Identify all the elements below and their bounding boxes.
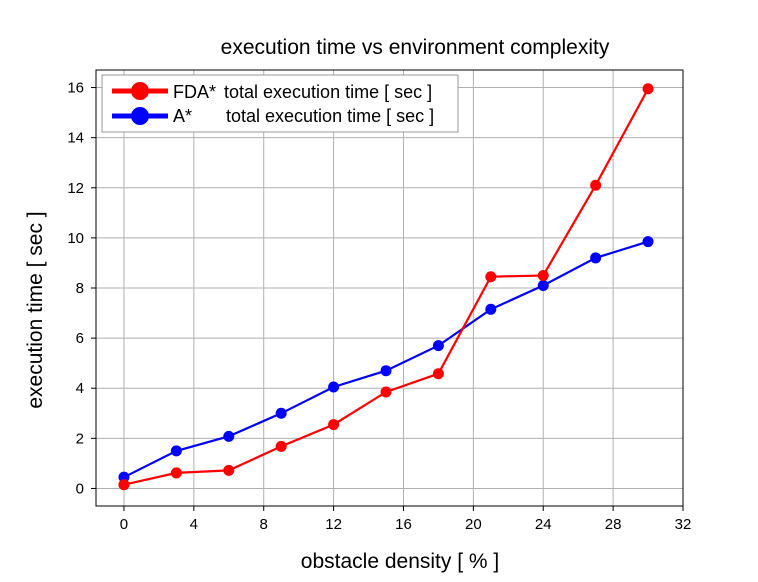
data-point-fda (485, 271, 497, 283)
data-point-astar (275, 407, 287, 419)
y-axis-label: execution time [ sec ] (24, 211, 47, 408)
data-point-astar (642, 236, 654, 248)
x-tick-label: 20 (465, 516, 482, 533)
y-tick-label: 8 (76, 280, 84, 297)
x-tick-label: 0 (120, 516, 128, 533)
data-point-astar (380, 365, 392, 377)
legend-marker-astar (131, 107, 149, 125)
legend: FDA* total execution time [ sec ] A* tot… (101, 74, 459, 133)
data-point-fda (590, 179, 602, 191)
data-point-fda (118, 479, 130, 491)
series-line-astar (123, 240, 649, 479)
legend-marker-fda (131, 82, 149, 100)
data-point-astar (537, 279, 549, 291)
grid (96, 70, 684, 506)
x-tick-label: 12 (325, 516, 342, 533)
data-point-astar (118, 471, 130, 483)
x-tick-label: 4 (190, 516, 198, 533)
y-tick-label: 2 (76, 430, 84, 447)
series-line-fda (123, 88, 650, 486)
y-tick-label: 6 (76, 330, 84, 347)
x-axis-label: obstacle density [ % ] (301, 550, 499, 573)
data-point-astar (223, 430, 235, 442)
legend-box (101, 74, 459, 133)
data-point-astar (485, 303, 497, 315)
y-tick-label: 0 (76, 480, 84, 497)
x-tick-label: 8 (260, 516, 268, 533)
y-tick-label: 14 (67, 130, 84, 147)
data-point-fda (223, 464, 235, 476)
data-point-fda (275, 440, 287, 452)
x-tick-label: 24 (535, 516, 552, 533)
data-point-fda (328, 419, 340, 431)
data-point-fda (380, 386, 392, 398)
x-tick-label: 28 (605, 516, 622, 533)
series (118, 83, 654, 491)
x-tick-label: 16 (395, 516, 412, 533)
legend-prefix-fda: FDA* (173, 82, 216, 102)
x-tick-label: 32 (675, 516, 692, 533)
data-point-fda (432, 368, 444, 380)
data-point-fda (170, 467, 182, 479)
chart-title: execution time vs environment complexity (221, 36, 610, 59)
data-point-astar (432, 340, 444, 352)
y-tick-label: 10 (67, 230, 84, 247)
y-tick-label: 4 (76, 380, 84, 397)
data-point-astar (590, 252, 602, 264)
legend-label-fda: total execution time [ sec ] (224, 82, 432, 102)
data-point-astar (170, 445, 182, 457)
data-point-fda (537, 269, 549, 281)
y-tick-label: 12 (67, 180, 84, 197)
legend-prefix-astar: A* (173, 106, 192, 126)
data-point-astar (328, 381, 340, 393)
y-tick-label: 16 (67, 80, 84, 97)
legend-label-astar: total execution time [ sec ] (226, 106, 434, 126)
data-point-fda (642, 83, 654, 95)
